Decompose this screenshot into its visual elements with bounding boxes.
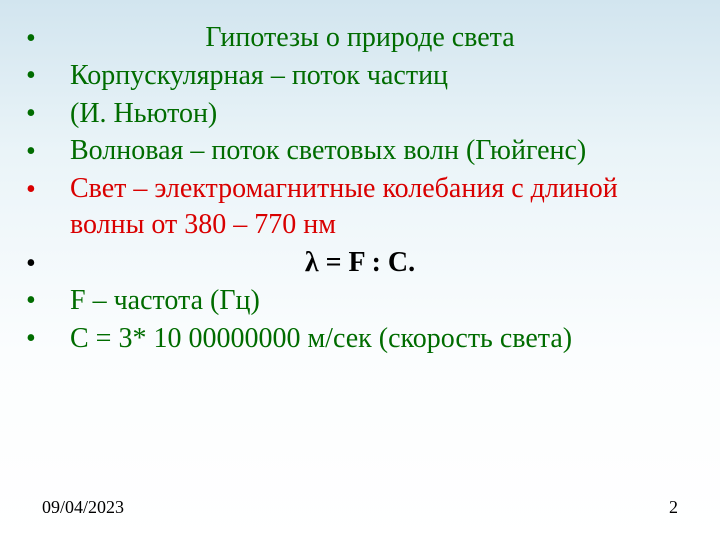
bullet-icon: •	[26, 172, 36, 208]
bullet-icon: •	[26, 283, 36, 319]
bullet-icon: •	[26, 321, 36, 357]
bullet-icon: •	[26, 134, 36, 170]
list-item-text: (И. Ньютон)	[70, 98, 217, 129]
list-item: • С = 3* 10 00000000 м/сек (скорость све…	[48, 321, 672, 357]
bullet-icon: •	[26, 58, 36, 94]
list-item-text: Волновая – поток световых волн (Гюйгенс)	[70, 135, 586, 166]
slide: •Гипотезы о природе света • Корпускулярн…	[0, 0, 720, 540]
footer-date: 09/04/2023	[42, 497, 124, 518]
title-text: Гипотезы о природе света	[205, 22, 514, 53]
bullet-icon: •	[26, 246, 36, 282]
list-item-text: Корпускулярная – поток частиц	[70, 60, 448, 91]
list-item-text: С = 3* 10 00000000 м/сек (скорость света…	[70, 323, 572, 354]
list-item: • (И. Ньютон)	[48, 96, 672, 132]
footer-page-number: 2	[669, 497, 678, 518]
list-item-text: Свет – электромагнитные колебания с длин…	[70, 171, 672, 243]
list-item-text: F – частота (Гц)	[70, 285, 260, 316]
bullet-icon: •	[26, 21, 36, 57]
formula-text: λ = F : C.	[305, 247, 415, 278]
list-item: • F – частота (Гц)	[48, 283, 672, 319]
formula: •λ = F : C.	[48, 245, 672, 281]
slide-content-list: •Гипотезы о природе света • Корпускулярн…	[48, 20, 672, 356]
list-item: • Волновая – поток световых волн (Гюйген…	[48, 133, 672, 169]
bullet-icon: •	[26, 96, 36, 132]
list-item: • Корпускулярная – поток частиц	[48, 58, 672, 94]
list-item-highlight: • Свет – электромагнитные колебания с дл…	[48, 171, 672, 243]
slide-footer: 09/04/2023 2	[0, 497, 720, 518]
slide-title: •Гипотезы о природе света	[48, 20, 672, 56]
